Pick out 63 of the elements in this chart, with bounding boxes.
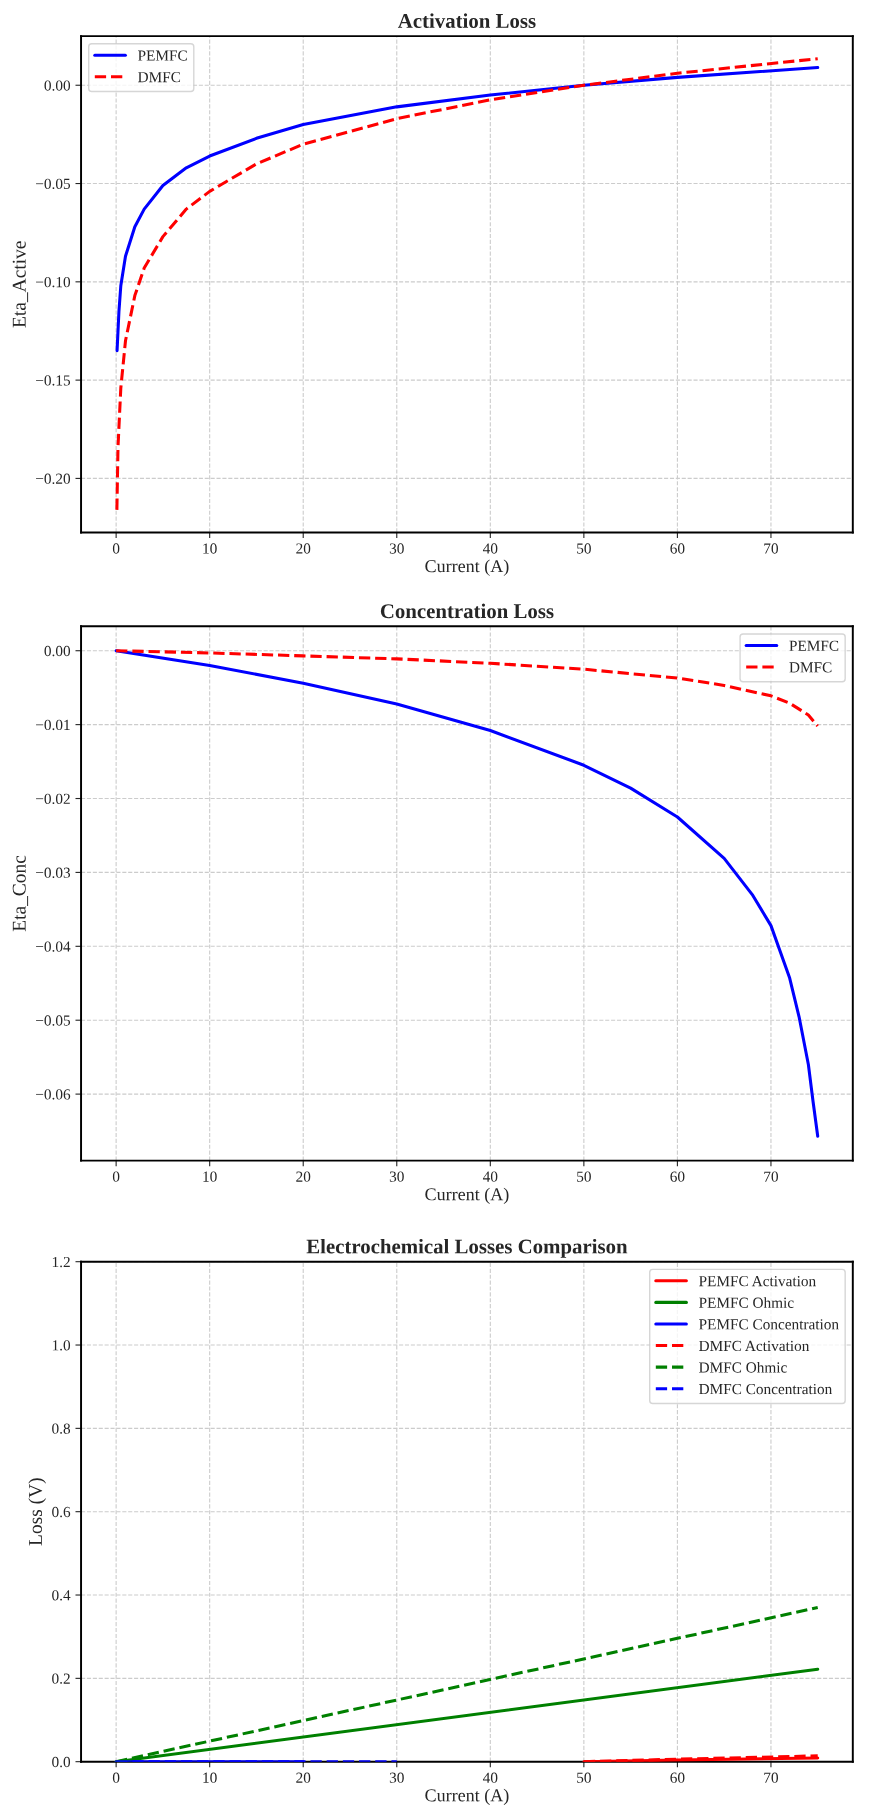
legend-label: DMFC (138, 72, 181, 83)
chart-title: Electrochemical Losses Comparison (306, 1238, 628, 1258)
x-tick-label: 30 (389, 1171, 404, 1182)
x-tick-label: 70 (764, 1772, 779, 1783)
legend-label: DMFC (789, 662, 832, 673)
x-tick-label: 40 (482, 1772, 498, 1783)
y-tick-label: −0.02 (36, 793, 70, 805)
y-tick-label: −0.05 (36, 1015, 71, 1026)
legend-label: PEMFC Concentration (699, 1319, 839, 1330)
legend-label: DMFC Activation (699, 1340, 810, 1352)
x-axis-title: Current (A) (425, 559, 509, 576)
x-tick-label: 70 (764, 1171, 779, 1182)
y-tick-label: −0.06 (36, 1089, 71, 1100)
x-tick-label: 20 (296, 1171, 311, 1182)
y-tick-label: −0.05 (36, 178, 71, 190)
x-tick-label: 20 (296, 543, 311, 554)
legend-label: DMFC Concentration (699, 1383, 833, 1395)
x-tick-label: 40 (482, 543, 498, 554)
line-series (115, 66, 820, 353)
x-axis-title: Current (A) (425, 1187, 509, 1205)
x-tick-label: 60 (670, 1171, 685, 1182)
chart-title: Concentration Loss (380, 603, 554, 619)
x-tick-label: 40 (482, 1171, 498, 1182)
x-tick-label: 20 (296, 1772, 311, 1783)
y-tick-label: −0.20 (36, 473, 71, 484)
y-tick-label: −0.04 (36, 941, 71, 952)
y-tick-label: 0.0 (52, 1756, 71, 1768)
y-tick-label: 0.00 (44, 80, 71, 91)
x-axis-title: Current (A) (425, 1788, 509, 1805)
y-tick-label: −0.03 (36, 867, 71, 878)
x-tick-label: 0 (112, 1171, 120, 1182)
x-tick-label: 10 (203, 543, 217, 554)
x-tick-label: 0 (112, 543, 120, 554)
x-tick-label: 10 (203, 1772, 217, 1783)
x-tick-label: 10 (203, 1171, 217, 1182)
x-tick-label: 60 (670, 1772, 685, 1783)
y-tick-label: 1.0 (52, 1340, 71, 1351)
legend-label: PEMFC (138, 50, 187, 61)
y-axis-title: Eta_Active (12, 241, 29, 328)
y-tick-label: −0.01 (36, 719, 70, 731)
y-tick-label: 0.2 (52, 1673, 70, 1684)
x-tick-label: 50 (577, 1772, 591, 1783)
y-axis-title: Eta_Conc (12, 855, 29, 932)
x-tick-label: 70 (764, 543, 779, 554)
x-tick-label: 30 (389, 1772, 404, 1783)
legend-label: PEMFC (789, 640, 839, 651)
y-tick-label: −0.15 (36, 375, 71, 386)
y-tick-label: −0.10 (36, 276, 71, 288)
y-tick-label: 0.4 (52, 1590, 71, 1601)
y-axis-title: Loss (V) (28, 1478, 46, 1546)
chart-title: Activation Loss (397, 13, 536, 28)
legend-label: PEMFC Activation (699, 1276, 816, 1287)
y-tick-label: 1.2 (52, 1256, 70, 1268)
x-tick-label: 0 (112, 1772, 120, 1783)
y-tick-label: 0.8 (52, 1423, 71, 1434)
x-tick-label: 50 (577, 543, 591, 554)
y-tick-label: 0.00 (44, 645, 71, 657)
x-tick-label: 50 (577, 1171, 591, 1182)
x-tick-label: 60 (670, 543, 685, 554)
x-tick-label: 30 (389, 543, 404, 554)
y-tick-label: 0.6 (52, 1506, 71, 1518)
legend-label: DMFC Ohmic (699, 1361, 787, 1373)
legend-label: PEMFC Ohmic (699, 1297, 794, 1308)
